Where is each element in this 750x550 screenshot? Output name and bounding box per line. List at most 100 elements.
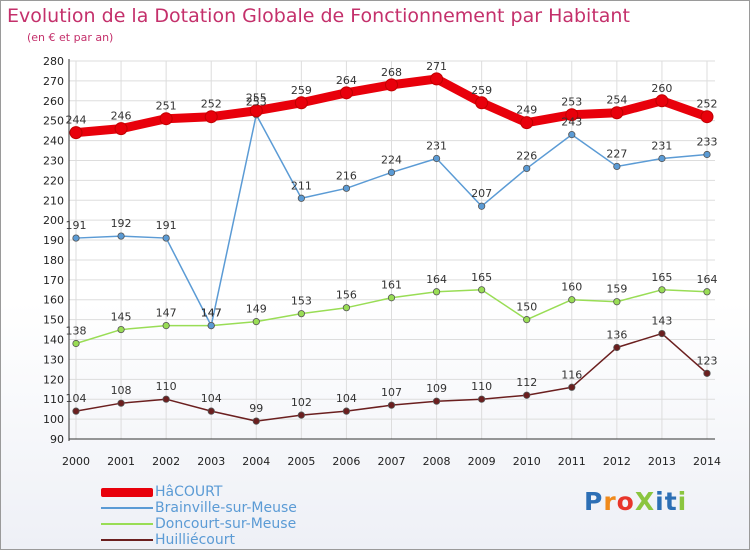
point-doncourt-2012 bbox=[613, 298, 621, 306]
data-label-doncourt-2000: 138 bbox=[66, 325, 87, 338]
x-tick-label-2006: 2006 bbox=[332, 455, 360, 468]
point-brainville-2005 bbox=[297, 194, 305, 202]
data-label-brainville-2010: 226 bbox=[516, 149, 537, 162]
legend-item-hacourt: HâCOURT bbox=[101, 484, 361, 501]
point-hacourt-2010 bbox=[520, 116, 534, 130]
point-huilliecourt-2007 bbox=[387, 401, 396, 409]
point-brainville-2006 bbox=[342, 184, 351, 192]
data-label-hacourt-2005: 259 bbox=[291, 84, 312, 97]
point-huilliecourt-2013 bbox=[658, 329, 666, 338]
point-huilliecourt-2002 bbox=[162, 395, 170, 403]
point-huilliecourt-2005 bbox=[297, 411, 305, 419]
legend-label-hacourt: HâCOURT bbox=[155, 484, 223, 500]
x-tick-label-2004: 2004 bbox=[242, 455, 270, 468]
point-doncourt-2001 bbox=[117, 325, 125, 334]
x-tick-label-2012: 2012 bbox=[603, 455, 631, 468]
data-label-huilliecourt-2008: 109 bbox=[426, 382, 447, 395]
point-huilliecourt-2012 bbox=[613, 343, 621, 352]
data-label-hacourt-2007: 268 bbox=[381, 66, 402, 79]
data-label-brainville-2014: 233 bbox=[697, 136, 718, 149]
point-brainville-2011 bbox=[568, 131, 576, 139]
data-label-hacourt-2003: 252 bbox=[201, 98, 222, 111]
point-brainville-2013 bbox=[658, 154, 666, 163]
y-tick-label-280: 280 bbox=[43, 55, 64, 68]
logo-letter: r bbox=[603, 487, 617, 516]
data-label-huilliecourt-2005: 102 bbox=[291, 396, 312, 409]
data-label-huilliecourt-2001: 108 bbox=[111, 384, 132, 397]
point-doncourt-2006 bbox=[342, 304, 351, 312]
legend-swatch-hacourt bbox=[101, 488, 153, 497]
point-huilliecourt-2003 bbox=[207, 407, 215, 415]
data-label-brainville-2006: 216 bbox=[336, 169, 357, 182]
data-label-hacourt-2001: 246 bbox=[111, 110, 132, 123]
data-label-brainville-2013: 231 bbox=[651, 139, 672, 152]
x-tick-label-2002: 2002 bbox=[152, 455, 180, 468]
x-tick-label-2008: 2008 bbox=[423, 455, 451, 468]
legend-item-brainville: Brainville-sur-Meuse bbox=[101, 500, 361, 517]
data-label-brainville-2012: 227 bbox=[606, 147, 627, 160]
data-label-brainville-2011: 243 bbox=[561, 116, 582, 129]
data-label-brainville-2000: 191 bbox=[66, 219, 87, 232]
point-huilliecourt-2001 bbox=[117, 399, 125, 407]
logo-letter: i bbox=[655, 487, 665, 516]
y-tick-label-180: 180 bbox=[43, 254, 64, 267]
data-label-brainville-2008: 231 bbox=[426, 139, 447, 152]
x-tick-label-2000: 2000 bbox=[62, 455, 90, 468]
point-brainville-2014 bbox=[703, 150, 711, 159]
series-lines bbox=[69, 72, 714, 425]
data-label-hacourt-2013: 260 bbox=[651, 82, 672, 95]
data-label-doncourt-2011: 160 bbox=[561, 281, 582, 294]
x-tick-label-2014: 2014 bbox=[693, 455, 721, 468]
legend-label-doncourt: Doncourt-sur-Meuse bbox=[155, 516, 297, 532]
data-label-hacourt-2009: 259 bbox=[471, 84, 492, 97]
point-hacourt-2008 bbox=[430, 72, 444, 86]
y-tick-label-230: 230 bbox=[43, 154, 64, 167]
data-label-hacourt-2006: 264 bbox=[336, 74, 357, 87]
point-hacourt-2012 bbox=[610, 106, 624, 120]
point-huilliecourt-2000 bbox=[72, 407, 80, 415]
point-brainville-2000 bbox=[72, 234, 80, 242]
data-label-doncourt-2012: 159 bbox=[606, 283, 627, 296]
data-label-huilliecourt-2010: 112 bbox=[516, 376, 537, 389]
data-label-doncourt-2001: 145 bbox=[111, 311, 132, 324]
data-label-doncourt-2005: 153 bbox=[291, 295, 312, 308]
point-huilliecourt-2009 bbox=[478, 395, 486, 403]
data-label-huilliecourt-2006: 104 bbox=[336, 392, 357, 405]
x-tick-label-2009: 2009 bbox=[468, 455, 496, 468]
data-label-doncourt-2014: 164 bbox=[697, 273, 718, 286]
point-doncourt-2014 bbox=[703, 288, 711, 296]
y-tick-label-120: 120 bbox=[43, 373, 64, 386]
proxiti-logo: ProXiti bbox=[584, 487, 687, 516]
point-doncourt-2005 bbox=[297, 310, 305, 318]
point-doncourt-2007 bbox=[387, 294, 396, 302]
data-label-hacourt-2011: 253 bbox=[561, 96, 582, 109]
data-label-huilliecourt-2009: 110 bbox=[471, 380, 492, 393]
data-label-huilliecourt-2002: 110 bbox=[156, 380, 177, 393]
point-huilliecourt-2006 bbox=[342, 407, 351, 415]
data-label-huilliecourt-2000: 104 bbox=[66, 392, 87, 405]
data-label-huilliecourt-2012: 136 bbox=[606, 328, 627, 341]
data-label-huilliecourt-2004: 99 bbox=[249, 402, 263, 415]
y-tick-label-150: 150 bbox=[43, 314, 64, 327]
point-hacourt-2003 bbox=[204, 110, 218, 124]
point-doncourt-2009 bbox=[478, 286, 486, 294]
point-doncourt-2002 bbox=[162, 321, 170, 330]
data-label-brainville-2009: 207 bbox=[471, 187, 492, 200]
y-tick-label-260: 260 bbox=[43, 95, 64, 108]
y-tick-label-210: 210 bbox=[43, 194, 64, 207]
legend-swatch-brainville bbox=[101, 507, 153, 509]
y-tick-label-240: 240 bbox=[43, 135, 64, 148]
data-labels: 104 108 110 104 99 102 104 107 109 110 112 116 136 14… bbox=[66, 60, 718, 415]
data-label-doncourt-2009: 165 bbox=[471, 271, 492, 284]
y-tick-label-190: 190 bbox=[43, 234, 64, 247]
logo-letter: P bbox=[584, 487, 604, 516]
legend-label-huilliecourt: Huilliécourt bbox=[155, 532, 235, 548]
data-label-brainville-2003: 147 bbox=[201, 307, 222, 320]
y-tick-label-170: 170 bbox=[43, 274, 64, 287]
data-label-hacourt-2010: 249 bbox=[516, 104, 537, 117]
point-doncourt-2000 bbox=[72, 339, 80, 348]
point-huilliecourt-2008 bbox=[432, 397, 441, 405]
logo-letter: t bbox=[664, 487, 678, 516]
point-huilliecourt-2011 bbox=[568, 383, 576, 391]
